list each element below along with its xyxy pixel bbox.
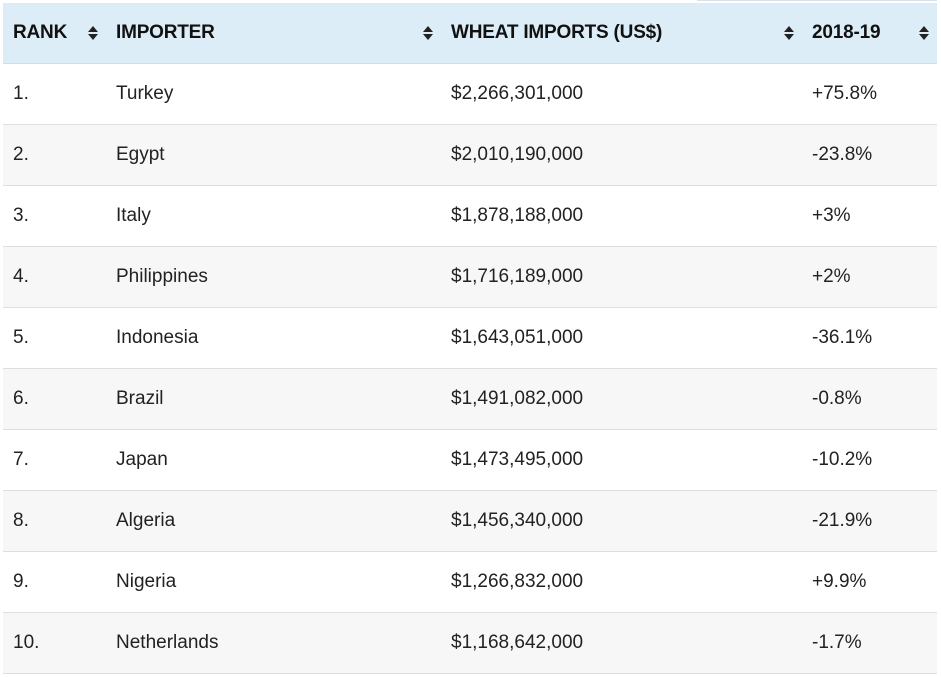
rank-cell: 9. [3,551,106,613]
column-header-imports[interactable]: WHEAT IMPORTS (US$) [441,3,802,64]
table-row: 7. Japan $1,473,495,000 -10.2% [3,429,937,491]
importer-cell: Algeria [106,490,441,552]
sort-icon[interactable] [784,25,794,41]
header-row: RANK IMPORTER WHEAT IMPORTS (US$) 2018-1… [3,3,937,64]
table-row: 6. Brazil $1,491,082,000 -0.8% [3,368,937,430]
importer-cell: Indonesia [106,307,441,369]
imports-cell: $1,878,188,000 [441,185,802,247]
sort-icon[interactable] [88,25,98,41]
change-cell: -1.7% [802,612,937,674]
column-header-rank[interactable]: RANK [3,3,106,64]
imports-cell: $1,643,051,000 [441,307,802,369]
column-header-label: 2018-19 [812,22,881,43]
sort-imports-button[interactable]: WHEAT IMPORTS (US$) [441,3,802,63]
column-header-label: WHEAT IMPORTS (US$) [451,22,663,43]
table-row: 10. Netherlands $1,168,642,000 -1.7% [3,612,937,674]
importer-cell: Italy [106,185,441,247]
column-header-label: RANK [13,22,68,43]
imports-cell: $2,010,190,000 [441,124,802,186]
rank-cell: 8. [3,490,106,552]
sort-rank-button[interactable]: RANK [3,3,106,63]
change-cell: -0.8% [802,368,937,430]
table-body: 1. Turkey $2,266,301,000 +75.8% 2. Egypt… [3,63,937,674]
imports-cell: $1,266,832,000 [441,551,802,613]
table-row: 8. Algeria $1,456,340,000 -21.9% [3,490,937,552]
change-cell: -36.1% [802,307,937,369]
sort-icon[interactable] [919,25,929,41]
table-header: RANK IMPORTER WHEAT IMPORTS (US$) 2018-1… [3,3,937,64]
sort-importer-button[interactable]: IMPORTER [106,3,441,63]
imports-cell: $2,266,301,000 [441,63,802,125]
sort-icon[interactable] [423,25,433,41]
change-cell: -21.9% [802,490,937,552]
imports-cell: $1,491,082,000 [441,368,802,430]
rank-cell: 3. [3,185,106,247]
change-cell: -10.2% [802,429,937,491]
imports-cell: $1,716,189,000 [441,246,802,308]
change-cell: +75.8% [802,63,937,125]
table-row: 5. Indonesia $1,643,051,000 -36.1% [3,307,937,369]
importer-cell: Netherlands [106,612,441,674]
table-row: 2. Egypt $2,010,190,000 -23.8% [3,124,937,186]
imports-cell: $1,473,495,000 [441,429,802,491]
rank-cell: 2. [3,124,106,186]
table-row: 4. Philippines $1,716,189,000 +2% [3,246,937,308]
change-cell: +2% [802,246,937,308]
importer-cell: Brazil [106,368,441,430]
column-header-label: IMPORTER [116,22,215,43]
change-cell: -23.8% [802,124,937,186]
top-divider-line [697,0,937,1]
importer-cell: Nigeria [106,551,441,613]
rank-cell: 4. [3,246,106,308]
imports-cell: $1,168,642,000 [441,612,802,674]
column-header-importer[interactable]: IMPORTER [106,3,441,64]
importer-cell: Philippines [106,246,441,308]
change-cell: +9.9% [802,551,937,613]
rank-cell: 7. [3,429,106,491]
rank-cell: 6. [3,368,106,430]
sort-change-button[interactable]: 2018-19 [802,3,937,63]
rank-cell: 10. [3,612,106,674]
importer-cell: Japan [106,429,441,491]
change-cell: +3% [802,185,937,247]
wheat-imports-table: RANK IMPORTER WHEAT IMPORTS (US$) 2018-1… [3,3,937,674]
table-row: 9. Nigeria $1,266,832,000 +9.9% [3,551,937,613]
table-row: 1. Turkey $2,266,301,000 +75.8% [3,63,937,125]
importer-cell: Egypt [106,124,441,186]
importer-cell: Turkey [106,63,441,125]
column-header-change[interactable]: 2018-19 [802,3,937,64]
rank-cell: 5. [3,307,106,369]
rank-cell: 1. [3,63,106,125]
table-row: 3. Italy $1,878,188,000 +3% [3,185,937,247]
imports-cell: $1,456,340,000 [441,490,802,552]
